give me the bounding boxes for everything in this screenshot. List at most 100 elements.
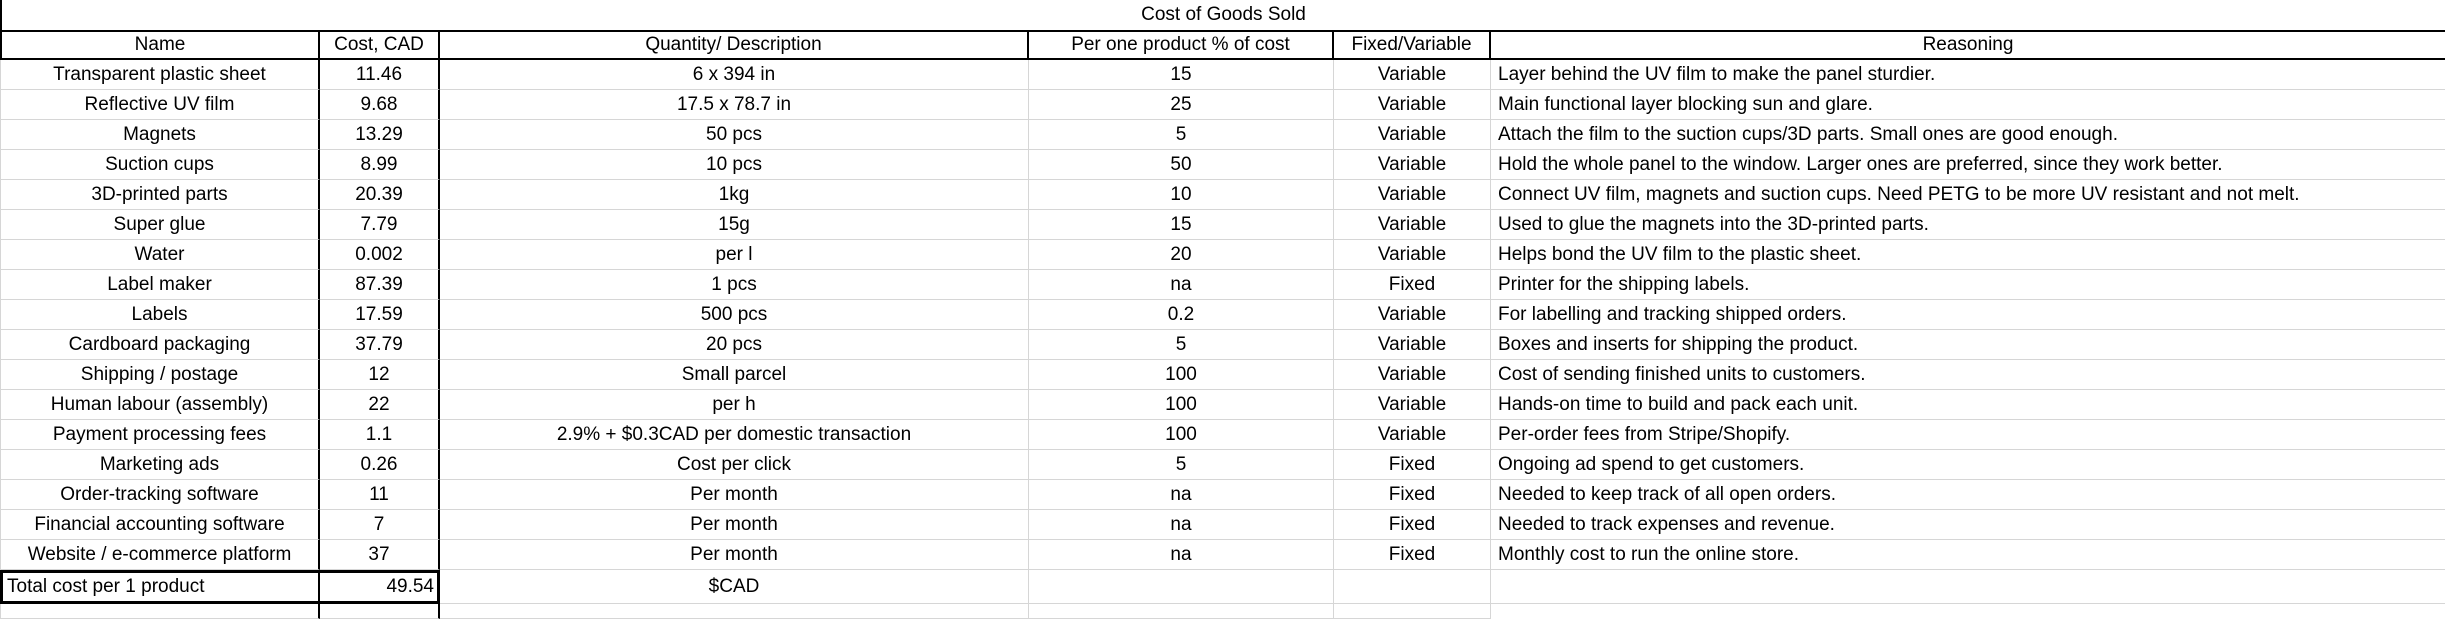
cell-reasoning[interactable]: For labelling and tracking shipped order… [1491,300,2445,330]
cell-percent[interactable]: na [1029,270,1334,300]
cell-quantity[interactable]: 50 pcs [440,120,1029,150]
cell-cost[interactable]: 11 [320,480,440,510]
empty-cell[interactable] [1334,604,1491,619]
cell-fixed-variable[interactable]: Fixed [1334,540,1491,570]
cell-quantity[interactable]: 1 pcs [440,270,1029,300]
cell-quantity[interactable]: 10 pcs [440,150,1029,180]
cell-reasoning[interactable]: Boxes and inserts for shipping the produ… [1491,330,2445,360]
cell-cost[interactable]: 37 [320,540,440,570]
cell-fixed-variable[interactable]: Fixed [1334,480,1491,510]
cell-fixed-variable[interactable]: Fixed [1334,450,1491,480]
cell-name[interactable]: Suction cups [0,150,320,180]
cell-name[interactable]: Order-tracking software [0,480,320,510]
cell-percent[interactable]: 15 [1029,60,1334,90]
cell-percent[interactable]: 20 [1029,240,1334,270]
cell-reasoning[interactable]: Cost of sending finished units to custom… [1491,360,2445,390]
empty-cell[interactable] [440,604,1029,619]
cell-fixed-variable[interactable]: Variable [1334,180,1491,210]
cell-quantity[interactable]: 20 pcs [440,330,1029,360]
cell-percent[interactable]: na [1029,480,1334,510]
cell-quantity[interactable]: 17.5 x 78.7 in [440,90,1029,120]
cell-reasoning[interactable]: Layer behind the UV film to make the pan… [1491,60,2445,90]
cell-cost[interactable]: 13.29 [320,120,440,150]
cell-percent[interactable]: 5 [1029,120,1334,150]
column-header-percent[interactable]: Per one product % of cost [1029,32,1334,58]
cell-cost[interactable]: 9.68 [320,90,440,120]
cell-cost[interactable]: 0.26 [320,450,440,480]
cell-fixed-variable[interactable]: Variable [1334,210,1491,240]
cell-fixed-variable[interactable]: Fixed [1334,270,1491,300]
column-header-quantity[interactable]: Quantity/ Description [440,32,1029,58]
cell-quantity[interactable]: Per month [440,510,1029,540]
cell-fixed-variable[interactable]: Variable [1334,300,1491,330]
cell-cost[interactable]: 37.79 [320,330,440,360]
cell-name[interactable]: Website / e-commerce platform [0,540,320,570]
cell-percent[interactable]: 5 [1029,330,1334,360]
cell-name[interactable]: Marketing ads [0,450,320,480]
cell-reasoning[interactable]: Used to glue the magnets into the 3D-pri… [1491,210,2445,240]
cell-percent[interactable]: na [1029,510,1334,540]
total-value-cell[interactable]: 49.54 [320,570,440,604]
cell-reasoning[interactable]: Hands-on time to build and pack each uni… [1491,390,2445,420]
empty-cell[interactable] [1029,604,1334,619]
cell-name[interactable]: Magnets [0,120,320,150]
cell-percent[interactable]: 100 [1029,390,1334,420]
column-header-name[interactable]: Name [0,32,320,58]
cell-name[interactable]: Shipping / postage [0,360,320,390]
cell-quantity[interactable]: Per month [440,480,1029,510]
cell-cost[interactable]: 0.002 [320,240,440,270]
cell-reasoning[interactable]: Monthly cost to run the online store. [1491,540,2445,570]
cell-reasoning[interactable]: Per-order fees from Stripe/Shopify. [1491,420,2445,450]
cell-reasoning[interactable]: Ongoing ad spend to get customers. [1491,450,2445,480]
cell-fixed-variable[interactable]: Variable [1334,120,1491,150]
cell-quantity[interactable]: Per month [440,540,1029,570]
total-currency-cell[interactable]: $CAD [440,570,1029,604]
cell-reasoning[interactable]: Printer for the shipping labels. [1491,270,2445,300]
sheet-title[interactable]: Cost of Goods Sold [0,0,2445,30]
cell-fixed-variable[interactable]: Variable [1334,240,1491,270]
cell-name[interactable]: Reflective UV film [0,90,320,120]
cell-quantity[interactable]: Small parcel [440,360,1029,390]
total-label-cell[interactable]: Total cost per 1 product [0,570,320,604]
cell-percent[interactable]: na [1029,540,1334,570]
cell-reasoning[interactable]: Needed to track expenses and revenue. [1491,510,2445,540]
cell-name[interactable]: Super glue [0,210,320,240]
cell-quantity[interactable]: per h [440,390,1029,420]
cell-cost[interactable]: 8.99 [320,150,440,180]
cell-reasoning[interactable]: Hold the whole panel to the window. Larg… [1491,150,2445,180]
cell-reasoning[interactable]: Needed to keep track of all open orders. [1491,480,2445,510]
cell-percent[interactable]: 5 [1029,450,1334,480]
cell-fixed-variable[interactable]: Variable [1334,330,1491,360]
cell-reasoning[interactable]: Main functional layer blocking sun and g… [1491,90,2445,120]
cell-name[interactable]: Water [0,240,320,270]
cell-name[interactable]: Labels [0,300,320,330]
column-header-reasoning[interactable]: Reasoning [1491,32,2445,58]
cell-cost[interactable]: 20.39 [320,180,440,210]
cell-quantity[interactable]: Cost per click [440,450,1029,480]
cell-cost[interactable]: 22 [320,390,440,420]
cell-cost[interactable]: 11.46 [320,60,440,90]
cell-name[interactable]: Human labour (assembly) [0,390,320,420]
column-header-cost[interactable]: Cost, CAD [320,32,440,58]
empty-cell[interactable] [0,604,320,619]
cell-percent[interactable]: 100 [1029,360,1334,390]
empty-cell[interactable] [320,604,440,619]
cell-reasoning[interactable]: Attach the film to the suction cups/3D p… [1491,120,2445,150]
cell-percent[interactable]: 15 [1029,210,1334,240]
cell-name[interactable]: Label maker [0,270,320,300]
cell-name[interactable]: Payment processing fees [0,420,320,450]
cell-quantity[interactable]: per l [440,240,1029,270]
cell-reasoning[interactable]: Helps bond the UV film to the plastic sh… [1491,240,2445,270]
cell-percent[interactable]: 100 [1029,420,1334,450]
cell-cost[interactable]: 12 [320,360,440,390]
cell-percent[interactable]: 0.2 [1029,300,1334,330]
cell-quantity[interactable]: 6 x 394 in [440,60,1029,90]
cell-name[interactable]: Cardboard packaging [0,330,320,360]
cell-cost[interactable]: 87.39 [320,270,440,300]
cell-quantity[interactable]: 500 pcs [440,300,1029,330]
cell-quantity[interactable]: 1kg [440,180,1029,210]
cell-fixed-variable[interactable]: Variable [1334,360,1491,390]
cell-percent[interactable]: 25 [1029,90,1334,120]
cell-fixed-variable[interactable]: Fixed [1334,510,1491,540]
cell-name[interactable]: Transparent plastic sheet [0,60,320,90]
